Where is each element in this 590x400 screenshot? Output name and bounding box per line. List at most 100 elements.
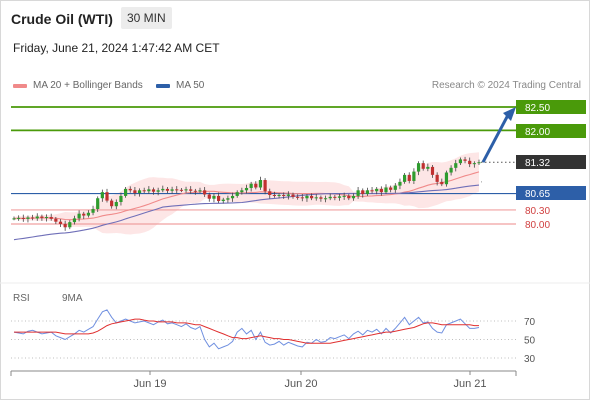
candle-body	[314, 197, 318, 199]
candle-body	[40, 216, 44, 218]
candle-body	[426, 166, 430, 169]
candle-body	[68, 222, 72, 228]
candle-body	[398, 181, 402, 186]
candles-group	[12, 156, 481, 231]
timeframe-button[interactable]: 30 MIN	[121, 7, 172, 29]
candle-body	[463, 159, 467, 161]
candle-body	[26, 217, 30, 219]
candle-body	[72, 218, 77, 223]
candle-body	[333, 196, 337, 198]
candle-body	[12, 218, 16, 220]
candle-body	[124, 188, 128, 196]
candle-body	[472, 163, 476, 165]
candle-body	[407, 174, 411, 181]
candle-body	[161, 188, 165, 191]
candle-body	[212, 195, 216, 199]
candle-body	[249, 183, 253, 188]
candle-body	[49, 216, 53, 219]
candle-body	[128, 188, 132, 191]
candle-body	[458, 159, 462, 164]
candle-body	[319, 197, 323, 199]
candle-body	[147, 189, 151, 192]
candle-body	[226, 198, 230, 200]
candle-body	[351, 195, 356, 199]
legend-9ma: 9MA	[62, 293, 83, 304]
candle-body	[105, 192, 109, 201]
candle-body	[82, 213, 86, 216]
x-axis-label: Jun 20	[284, 378, 317, 390]
price-label-box	[516, 124, 586, 138]
candle-body	[403, 174, 407, 182]
candle-body	[347, 195, 351, 199]
candle-body	[421, 163, 425, 169]
price-label: 82.00	[525, 127, 550, 138]
candle-body	[240, 190, 244, 193]
candle-body	[193, 190, 197, 192]
candle-body	[207, 194, 211, 199]
candle-body	[296, 196, 300, 198]
candle-body	[300, 197, 304, 199]
candle-body	[375, 188, 379, 192]
candle-body	[268, 191, 272, 195]
candle-body	[272, 194, 276, 196]
candle-body	[258, 180, 263, 188]
chart-datetime: Friday, June 21, 2024 1:47:42 AM CET	[13, 41, 220, 55]
candle-body	[328, 196, 332, 199]
price-label: 80.30	[525, 206, 550, 217]
rsi-tick-label: 50	[524, 336, 536, 347]
candle-body	[342, 195, 346, 197]
candle-body	[277, 194, 281, 196]
candle-body	[142, 190, 146, 192]
rsi-tick-label: 70	[524, 317, 536, 328]
price-label-box	[516, 186, 586, 200]
candle-body	[449, 167, 453, 173]
candle-body	[412, 171, 416, 181]
candle-body	[58, 221, 63, 224]
candle-body	[389, 187, 393, 190]
legend-ma50-label: MA 50	[176, 80, 205, 91]
price-label: 82.50	[525, 103, 550, 114]
legend-rsi-label: RSI	[13, 293, 30, 304]
candle-body	[356, 190, 360, 196]
candle-body	[63, 224, 67, 228]
candle-body	[282, 194, 286, 196]
legend-rsi: RSI	[13, 293, 30, 304]
candle-body	[384, 187, 388, 193]
candle-body	[170, 189, 174, 191]
candle-body	[393, 185, 397, 190]
price-label-box	[516, 100, 586, 114]
candle-body	[230, 195, 235, 199]
legend-ma20-swatch	[13, 83, 27, 88]
candle-body	[77, 213, 81, 219]
candle-body	[286, 194, 290, 196]
candle-body	[323, 198, 328, 200]
candle-body	[114, 202, 118, 207]
candle-body	[54, 218, 58, 222]
candle-body	[100, 192, 104, 199]
candle-body	[119, 195, 123, 203]
candle-body	[416, 163, 421, 172]
candle-body	[189, 189, 193, 191]
candle-body	[235, 192, 239, 196]
candle-body	[151, 189, 156, 192]
rsi-tick-label: 30	[524, 354, 536, 365]
candle-body	[435, 174, 439, 182]
rsi-line	[13, 309, 480, 350]
candle-body	[370, 190, 374, 192]
price-label: 80.00	[525, 220, 550, 231]
candle-body	[454, 163, 458, 168]
legend-ma20-label: MA 20 + Bollinger Bands	[33, 80, 143, 91]
chart-header: Crude Oil (WTI) 30 MIN	[0, 0, 590, 36]
candle-body	[96, 198, 100, 210]
candle-body	[430, 166, 435, 175]
x-axis-label: Jun 21	[453, 378, 486, 390]
candle-body	[244, 187, 249, 191]
candle-body	[203, 190, 207, 195]
candle-body	[86, 212, 90, 216]
rsi-9ma-line	[14, 318, 479, 344]
candle-body	[291, 194, 295, 197]
legend-9ma-label: 9MA	[62, 293, 83, 304]
candle-body	[156, 190, 160, 192]
candle-body	[184, 189, 188, 191]
